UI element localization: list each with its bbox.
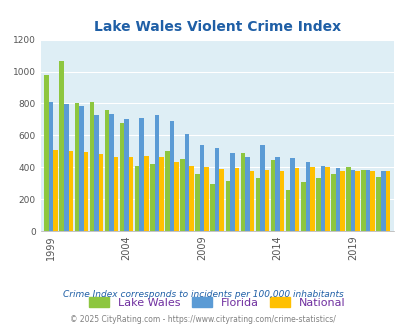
Bar: [324, 167, 329, 231]
Bar: [75, 103, 79, 231]
Bar: [189, 166, 193, 231]
Bar: [210, 184, 214, 231]
Bar: [169, 121, 174, 231]
Bar: [174, 162, 178, 231]
Bar: [79, 106, 83, 231]
Bar: [285, 190, 290, 231]
Bar: [309, 167, 314, 231]
Bar: [219, 169, 224, 231]
Bar: [195, 174, 199, 231]
Bar: [330, 174, 335, 231]
Bar: [53, 150, 58, 231]
Bar: [275, 157, 279, 231]
Bar: [305, 162, 309, 231]
Bar: [339, 171, 344, 231]
Bar: [375, 177, 380, 231]
Bar: [180, 159, 184, 231]
Bar: [184, 134, 189, 231]
Bar: [109, 114, 113, 231]
Bar: [204, 167, 209, 231]
Bar: [83, 152, 88, 231]
Bar: [90, 102, 94, 231]
Bar: [139, 118, 144, 231]
Legend: Lake Wales, Florida, National: Lake Wales, Florida, National: [86, 294, 347, 312]
Title: Lake Wales Violent Crime Index: Lake Wales Violent Crime Index: [94, 20, 340, 34]
Bar: [365, 170, 369, 231]
Bar: [98, 154, 103, 231]
Bar: [64, 104, 68, 231]
Bar: [369, 171, 374, 231]
Bar: [345, 167, 350, 231]
Bar: [124, 119, 129, 231]
Text: © 2025 CityRating.com - https://www.cityrating.com/crime-statistics/: © 2025 CityRating.com - https://www.city…: [70, 315, 335, 324]
Bar: [225, 181, 230, 231]
Bar: [59, 61, 64, 231]
Bar: [154, 115, 159, 231]
Bar: [119, 122, 124, 231]
Bar: [380, 171, 385, 231]
Bar: [360, 170, 365, 231]
Bar: [335, 168, 339, 231]
Bar: [264, 170, 269, 231]
Bar: [270, 160, 275, 231]
Bar: [315, 179, 320, 231]
Bar: [68, 151, 73, 231]
Bar: [134, 166, 139, 231]
Bar: [290, 158, 294, 231]
Bar: [249, 171, 254, 231]
Bar: [113, 157, 118, 231]
Bar: [300, 182, 305, 231]
Bar: [150, 164, 154, 231]
Bar: [294, 168, 299, 231]
Bar: [279, 171, 283, 231]
Bar: [255, 179, 260, 231]
Bar: [230, 153, 234, 231]
Bar: [94, 115, 98, 231]
Text: Crime Index corresponds to incidents per 100,000 inhabitants: Crime Index corresponds to incidents per…: [62, 290, 343, 299]
Bar: [260, 145, 264, 231]
Bar: [104, 110, 109, 231]
Bar: [385, 171, 389, 231]
Bar: [350, 170, 354, 231]
Bar: [165, 151, 169, 231]
Bar: [354, 171, 359, 231]
Bar: [144, 156, 148, 231]
Bar: [44, 76, 49, 231]
Bar: [129, 157, 133, 231]
Bar: [234, 168, 239, 231]
Bar: [199, 145, 204, 231]
Bar: [159, 157, 163, 231]
Bar: [49, 102, 53, 231]
Bar: [240, 153, 245, 231]
Bar: [245, 157, 249, 231]
Bar: [214, 148, 219, 231]
Bar: [320, 166, 324, 231]
